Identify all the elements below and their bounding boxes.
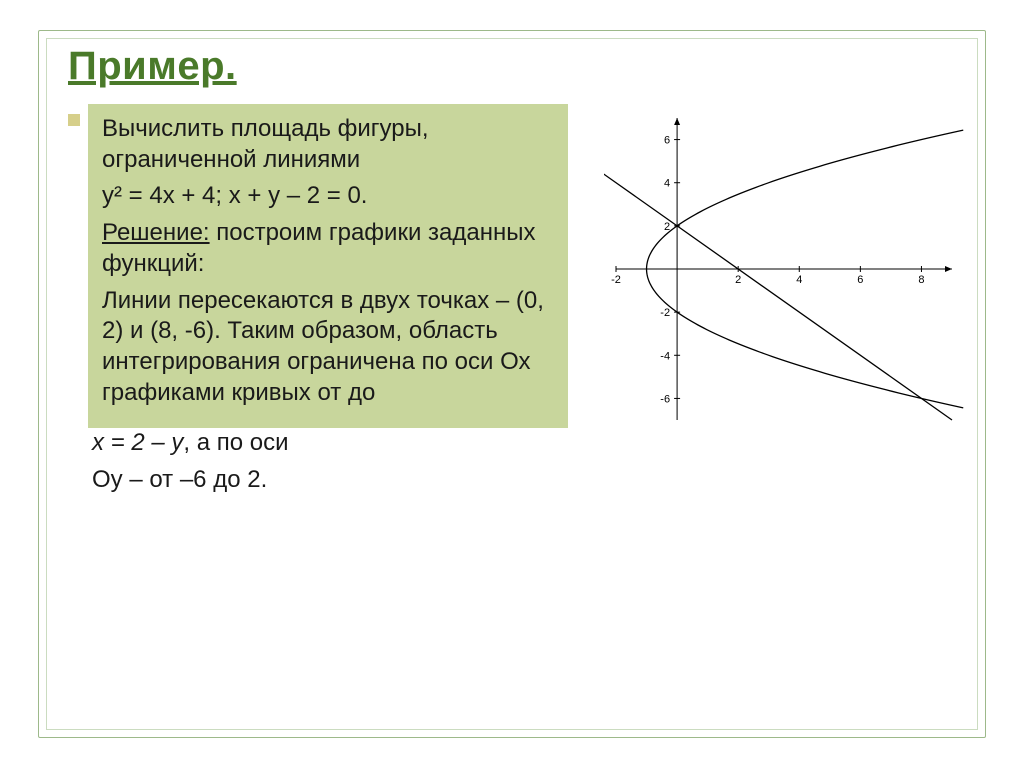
paragraph: х = 2 – у, а по оси: [68, 428, 568, 459]
svg-text:4: 4: [664, 178, 670, 190]
svg-text:6: 6: [664, 135, 670, 147]
paragraph: у² = 4х + 4; х + у – 2 = 0.: [102, 181, 550, 212]
chart-svg: -22468-6-4-2246: [604, 106, 964, 432]
paragraph: Линии пересекаются в двух точках – (0, 2…: [102, 286, 550, 409]
highlighted-text-box: Вычислить площадь фигуры, ограниченной л…: [88, 104, 568, 428]
chart-area: -22468-6-4-2246: [604, 106, 964, 432]
content-column: Вычислить площадь фигуры, ограниченной л…: [68, 104, 568, 502]
slide-title: Пример.: [68, 44, 237, 89]
bullet-square-icon: [68, 114, 80, 126]
formula: х = 2 – у: [92, 429, 183, 456]
text-span: , а по оси: [183, 429, 288, 456]
svg-text:-2: -2: [611, 274, 621, 286]
svg-text:6: 6: [857, 274, 863, 286]
svg-text:8: 8: [918, 274, 924, 286]
svg-text:2: 2: [735, 274, 741, 286]
paragraph: Решение: построим графики заданных функц…: [102, 218, 550, 279]
svg-text:-6: -6: [660, 393, 670, 405]
paragraph: Оу – от –6 до 2.: [68, 465, 568, 496]
svg-text:4: 4: [796, 274, 802, 286]
bullet-row: Вычислить площадь фигуры, ограниченной л…: [68, 104, 568, 428]
slide: Пример. Вычислить площадь фигуры, ограни…: [0, 0, 1024, 768]
paragraph: Вычислить площадь фигуры, ограниченной л…: [102, 114, 550, 175]
label-solution: Решение:: [102, 219, 210, 246]
svg-text:-4: -4: [660, 350, 670, 362]
svg-text:-2: -2: [660, 307, 670, 319]
